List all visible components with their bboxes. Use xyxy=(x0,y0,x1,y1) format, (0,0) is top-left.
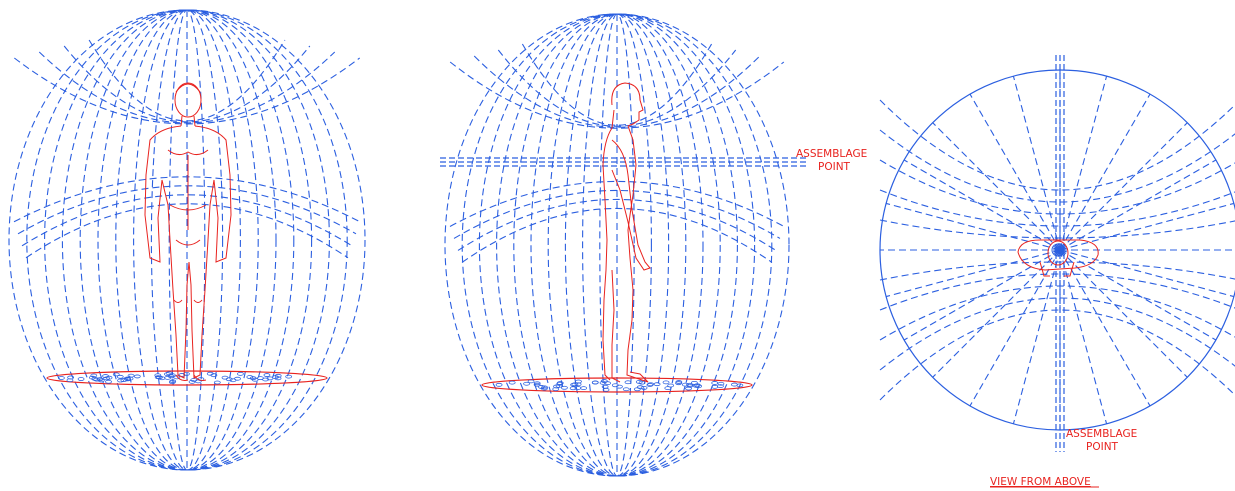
radial-line xyxy=(1060,250,1187,377)
front-view-egg xyxy=(9,10,365,470)
disc-texture xyxy=(118,379,124,382)
radial-line xyxy=(1060,203,1234,250)
disc-texture xyxy=(663,381,669,384)
radial-line xyxy=(1060,250,1150,406)
radial-line xyxy=(970,250,1060,406)
assemblage-point-label: POINT xyxy=(1086,441,1119,453)
view-caption: VIEW FROM ABOVE xyxy=(990,476,1091,488)
radial-line xyxy=(970,94,1060,250)
disc-texture xyxy=(665,387,671,390)
egg-meridians xyxy=(445,14,789,476)
disc-texture xyxy=(561,386,567,389)
human-figure-top xyxy=(1018,240,1098,276)
disc-texture xyxy=(654,383,660,386)
disc-texture xyxy=(691,381,697,384)
disc-texture xyxy=(496,383,502,386)
assemblage-point-label: ASSEMBLAGE xyxy=(1066,428,1137,440)
disc-texture xyxy=(189,380,195,383)
field-arc xyxy=(880,274,1235,310)
egg-meridians xyxy=(9,10,365,470)
disc-texture xyxy=(712,381,718,384)
disc-texture xyxy=(625,381,631,384)
disc-texture xyxy=(623,388,629,391)
radial-line xyxy=(886,203,1060,250)
top-view-field xyxy=(880,70,1235,430)
disc-texture xyxy=(78,378,84,381)
disc-texture xyxy=(509,381,515,384)
field-arc xyxy=(880,190,1235,226)
top-view-circle: ASSEMBLAGE POINT VIEW FROM ABOVE xyxy=(880,55,1235,488)
disc-texture xyxy=(712,385,718,388)
assemblage-point-label: ASSEMBLAGE xyxy=(796,148,867,160)
field-arc xyxy=(880,160,1235,214)
radial-line xyxy=(886,250,1060,297)
disc-texture xyxy=(105,380,111,383)
side-view-egg: ASSEMBLAGE POINT xyxy=(440,14,867,476)
disc-texture xyxy=(581,387,587,390)
disc-texture xyxy=(528,380,534,383)
disc-texture xyxy=(117,375,123,378)
disc-texture xyxy=(234,377,240,380)
radial-line xyxy=(933,123,1060,250)
radial-line xyxy=(1060,123,1187,250)
disc-texture xyxy=(166,372,172,375)
assemblage-point-label: POINT xyxy=(818,161,851,173)
disc-texture xyxy=(237,372,243,375)
field-arc xyxy=(880,130,1235,202)
field-arc xyxy=(880,220,1235,238)
field-arc xyxy=(880,298,1235,370)
disc-texture xyxy=(134,375,140,378)
disc-texture xyxy=(214,381,220,384)
field-arc xyxy=(880,286,1235,340)
disc-texture xyxy=(264,374,270,377)
assemblage-point-line xyxy=(440,158,807,166)
disc-texture xyxy=(286,375,292,378)
radial-line xyxy=(1060,94,1150,250)
disc-texture xyxy=(128,374,134,377)
radial-line xyxy=(1060,250,1234,297)
